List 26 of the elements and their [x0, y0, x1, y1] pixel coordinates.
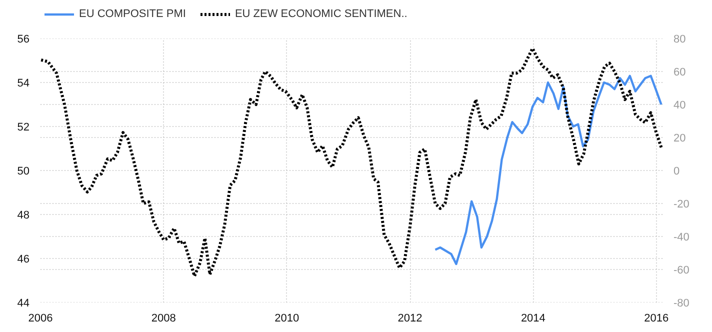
y-tick-label: 54 — [17, 78, 30, 90]
y-tick-label: 52 — [17, 122, 30, 134]
y-tick-label: 44 — [17, 298, 30, 310]
legend-label: EU ZEW ECONOMIC SENTIMEN.. — [234, 8, 408, 20]
x-tick-label: 2014 — [520, 312, 546, 324]
line-series — [40, 46, 662, 278]
line-series — [434, 74, 662, 266]
x-tick-label: 2008 — [151, 312, 176, 324]
legend-label: EU COMPOSITE PMI — [79, 8, 186, 20]
y-tick-label: 46 — [17, 254, 30, 266]
y2-tick-label: -20 — [674, 198, 690, 210]
y2-tick-label: -80 — [674, 298, 690, 310]
y2-tick-label: 20 — [674, 132, 686, 144]
x-tick-label: 2010 — [274, 312, 300, 324]
y2-tick-label: -40 — [674, 232, 690, 244]
y2-tick-label: -60 — [674, 264, 690, 276]
y2-tick-label: 40 — [674, 100, 686, 112]
x-tick-label: 2016 — [644, 312, 669, 324]
y-tick-label: 50 — [17, 166, 30, 178]
y2-tick-label: 80 — [674, 34, 686, 46]
y2-tick-label: 0 — [674, 166, 680, 178]
x-tick-label: 2006 — [28, 312, 53, 324]
y2-tick-label: 60 — [674, 66, 686, 78]
y-tick-label: 48 — [17, 210, 30, 222]
x-tick-label: 2012 — [398, 312, 422, 324]
y-tick-label: 56 — [17, 34, 30, 46]
